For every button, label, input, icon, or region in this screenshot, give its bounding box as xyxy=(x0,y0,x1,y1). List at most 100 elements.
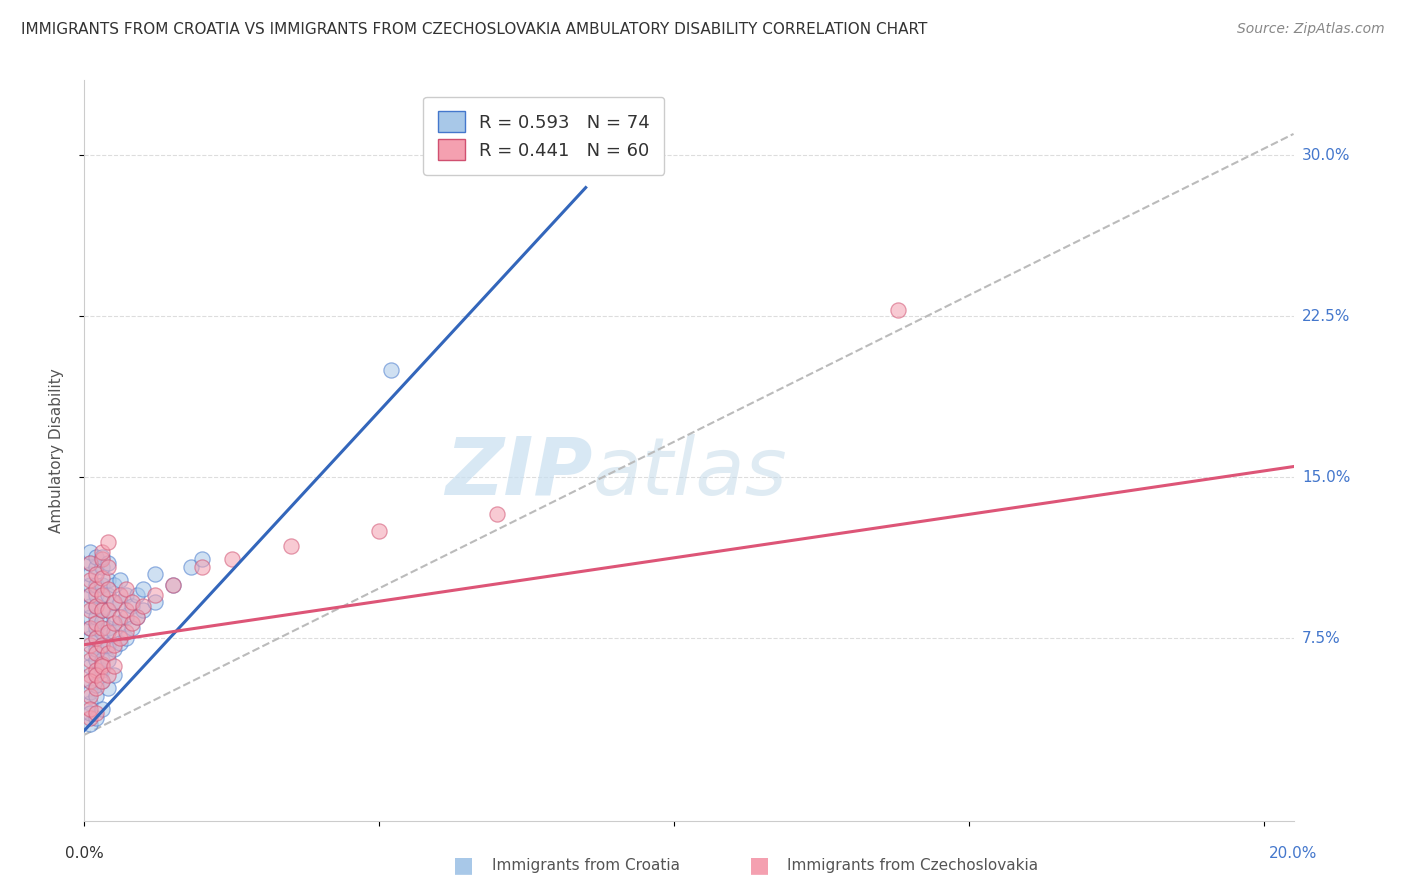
Point xyxy=(84,664,107,678)
Point xyxy=(114,632,136,646)
Point xyxy=(79,685,101,699)
Point xyxy=(84,609,107,624)
Text: Source: ZipAtlas.com: Source: ZipAtlas.com xyxy=(1237,22,1385,37)
Point xyxy=(79,577,101,591)
Text: 15.0%: 15.0% xyxy=(1302,470,1350,484)
Point xyxy=(91,674,114,689)
Point xyxy=(97,582,120,596)
Point xyxy=(91,638,114,652)
Point xyxy=(103,577,125,591)
Point xyxy=(368,524,391,538)
Point xyxy=(84,588,107,602)
Text: atlas: atlas xyxy=(592,434,787,512)
Point xyxy=(486,507,509,521)
Text: Immigrants from Czechoslovakia: Immigrants from Czechoslovakia xyxy=(787,858,1039,872)
Point xyxy=(91,603,114,617)
Point xyxy=(79,566,101,581)
Point xyxy=(114,624,136,639)
Point xyxy=(79,574,101,588)
Legend: R = 0.593   N = 74, R = 0.441   N = 60: R = 0.593 N = 74, R = 0.441 N = 60 xyxy=(423,96,665,175)
Point xyxy=(191,560,214,574)
Point xyxy=(84,711,107,725)
Point xyxy=(79,599,101,613)
Text: 7.5%: 7.5% xyxy=(1302,631,1340,646)
Text: 20.0%: 20.0% xyxy=(1270,846,1317,861)
Point xyxy=(97,620,120,634)
Point xyxy=(84,632,107,646)
Point xyxy=(91,571,114,585)
Point xyxy=(91,614,114,628)
Point xyxy=(162,577,184,591)
Point xyxy=(91,659,114,673)
Point xyxy=(79,620,101,634)
Point xyxy=(114,609,136,624)
Point xyxy=(84,678,107,692)
Point xyxy=(162,577,184,591)
Point xyxy=(97,534,120,549)
Point xyxy=(84,646,107,660)
Point xyxy=(280,539,302,553)
Point xyxy=(84,560,107,574)
Point xyxy=(114,603,136,617)
Point xyxy=(84,653,107,667)
Point xyxy=(91,577,114,591)
Point xyxy=(84,632,107,646)
Point xyxy=(97,560,120,574)
Point xyxy=(121,595,143,609)
Point xyxy=(103,616,125,631)
Point xyxy=(79,603,101,617)
Point xyxy=(97,653,120,667)
Point xyxy=(887,302,910,317)
Text: 22.5%: 22.5% xyxy=(1302,309,1350,324)
Point xyxy=(97,574,120,588)
Point xyxy=(380,363,402,377)
Point xyxy=(132,582,155,596)
Point xyxy=(143,566,166,581)
Point xyxy=(84,599,107,613)
Point xyxy=(79,674,101,689)
Point xyxy=(91,603,114,617)
Point xyxy=(79,609,101,624)
Text: 0.0%: 0.0% xyxy=(65,846,104,861)
Point xyxy=(79,717,101,731)
Point xyxy=(108,616,131,631)
Point xyxy=(180,560,202,574)
Point xyxy=(132,599,155,613)
Point xyxy=(108,595,131,609)
Point xyxy=(79,706,101,721)
Text: ■: ■ xyxy=(454,855,474,875)
Point xyxy=(79,696,101,710)
Point xyxy=(121,616,143,631)
Text: 30.0%: 30.0% xyxy=(1302,148,1350,163)
Point xyxy=(84,681,107,695)
Point xyxy=(91,674,114,689)
Point xyxy=(84,582,107,596)
Point xyxy=(91,624,114,639)
Point xyxy=(97,603,120,617)
Point xyxy=(84,667,107,681)
Point xyxy=(84,706,107,721)
Point xyxy=(91,545,114,559)
Text: Immigrants from Croatia: Immigrants from Croatia xyxy=(492,858,681,872)
Point xyxy=(79,620,101,634)
Point xyxy=(97,667,120,681)
Point xyxy=(79,632,101,646)
Point xyxy=(127,588,149,602)
Point xyxy=(84,566,107,581)
Point xyxy=(103,638,125,652)
Y-axis label: Ambulatory Disability: Ambulatory Disability xyxy=(49,368,63,533)
Point xyxy=(91,588,114,602)
Point xyxy=(97,556,120,570)
Point xyxy=(108,574,131,588)
Point xyxy=(79,711,101,725)
Point xyxy=(103,595,125,609)
Point xyxy=(79,556,101,570)
Point xyxy=(103,667,125,681)
Point xyxy=(114,588,136,602)
Point xyxy=(79,588,101,602)
Point xyxy=(91,653,114,667)
Point xyxy=(97,624,120,639)
Point xyxy=(91,657,114,671)
Point xyxy=(103,609,125,624)
Text: IMMIGRANTS FROM CROATIA VS IMMIGRANTS FROM CZECHOSLOVAKIA AMBULATORY DISABILITY : IMMIGRANTS FROM CROATIA VS IMMIGRANTS FR… xyxy=(21,22,928,37)
